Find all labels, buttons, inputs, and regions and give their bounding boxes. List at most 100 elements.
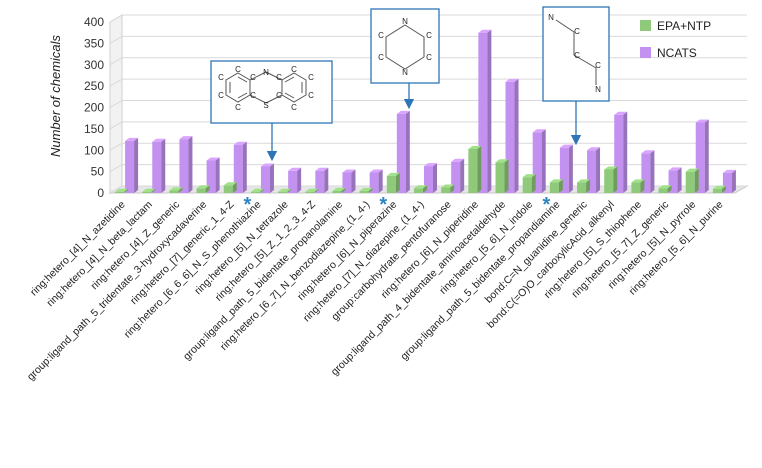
bar-epa-ntp-9-top xyxy=(359,187,373,191)
bar-ncats-14 xyxy=(505,78,519,193)
structure-inset-piperazine: N C C N C C xyxy=(370,8,440,110)
bar-epa-ntp-2-front xyxy=(169,190,179,193)
bar-epa-ntp-22-top xyxy=(712,185,726,189)
bar-epa-ntp-14 xyxy=(495,159,509,193)
bar-epa-ntp-15 xyxy=(522,174,536,193)
bar-epa-ntp-22-side xyxy=(721,185,726,193)
bar-epa-ntp-18-front xyxy=(604,169,614,193)
bar-epa-ntp-11-front xyxy=(414,188,423,193)
bar-epa-ntp-12-front xyxy=(441,187,451,193)
bar-epa-ntp-4-side xyxy=(232,182,237,193)
bar-ncats-3-front xyxy=(206,160,216,193)
atom: C xyxy=(250,91,256,100)
bar-epa-ntp-20-front xyxy=(658,188,668,193)
bar-epa-ntp-6 xyxy=(278,188,292,193)
bar-epa-ntp-21-top xyxy=(685,168,699,172)
bar-ncats-0-front xyxy=(125,140,135,193)
bar-epa-ntp-15-front xyxy=(522,177,532,193)
y-tick-label: 150 xyxy=(84,122,104,136)
bar-epa-ntp-1-side xyxy=(151,188,156,193)
bar-ncats-9-top xyxy=(369,169,383,173)
bar-ncats-4 xyxy=(233,141,247,193)
bar-ncats-16-front xyxy=(559,147,569,193)
y-tick-label: 400 xyxy=(84,15,104,29)
atom: C xyxy=(595,61,601,70)
bar-ncats-1 xyxy=(152,138,166,193)
bar-ncats-21 xyxy=(695,119,709,193)
bar-ncats-0-side xyxy=(134,137,139,193)
gridline xyxy=(109,78,747,87)
bar-ncats-20-front xyxy=(668,170,678,193)
bar-ncats-19-top xyxy=(641,150,655,154)
bar-ncats-9-front xyxy=(369,172,379,193)
bar-ncats-14-front xyxy=(505,81,515,193)
bar-epa-ntp-16-top xyxy=(549,179,563,183)
atom: C xyxy=(574,27,580,36)
bar-epa-ntp-22-front xyxy=(712,188,722,193)
atom: C xyxy=(378,31,384,40)
inset-bonds xyxy=(555,19,597,85)
atom: S xyxy=(263,101,268,110)
legend-swatch-ncats xyxy=(640,47,651,58)
bar-epa-ntp-11 xyxy=(414,185,427,193)
bar-ncats-7-front xyxy=(315,170,325,193)
atom: C xyxy=(308,91,314,100)
atom: C xyxy=(291,103,297,112)
gridline xyxy=(109,100,747,108)
bar-ncats-13-side xyxy=(487,29,492,193)
bar-ncats-8-side xyxy=(351,169,356,193)
atom: C xyxy=(426,53,432,62)
bar-ncats-16 xyxy=(559,144,573,193)
bar-epa-ntp-17-front xyxy=(577,182,587,193)
inset-bonds xyxy=(225,71,307,104)
bar-epa-ntp-13-side xyxy=(477,145,482,193)
bar-ncats-11 xyxy=(424,163,437,193)
legend-label-epa-ntp: EPA+NTP xyxy=(657,19,711,33)
atom: N xyxy=(402,17,408,26)
atom: N xyxy=(263,68,269,77)
atom: C xyxy=(426,31,432,40)
bar-epa-ntp-17 xyxy=(577,179,591,193)
atom: C xyxy=(276,73,282,82)
gridline xyxy=(109,35,747,44)
bar-epa-ntp-7-top xyxy=(305,188,319,192)
bar-ncats-6-top xyxy=(288,167,302,171)
bar-epa-ntp-16-side xyxy=(558,179,563,193)
bar-epa-ntp-9-side xyxy=(368,187,373,193)
bar-epa-ntp-6-top xyxy=(278,188,292,192)
bar-ncats-9 xyxy=(369,169,383,193)
bar-epa-ntp-22 xyxy=(712,185,726,193)
bar-epa-ntp-11-top xyxy=(414,185,427,189)
bar-ncats-7-side xyxy=(324,167,329,193)
bar-ncats-2 xyxy=(179,136,193,193)
bar-ncats-5-front xyxy=(260,166,270,193)
atom: C xyxy=(276,91,282,100)
bar-ncats-21-top xyxy=(695,119,709,123)
bar-epa-ntp-9 xyxy=(359,187,373,193)
bar-epa-ntp-10-top xyxy=(386,172,400,176)
bar-ncats-18-front xyxy=(614,114,624,193)
bar-ncats-15-side xyxy=(541,129,546,193)
y-tick-label: 300 xyxy=(84,58,104,72)
bar-ncats-0 xyxy=(125,137,139,193)
bar-ncats-12-front xyxy=(451,161,461,193)
chart-gridlines xyxy=(109,14,747,194)
bar-epa-ntp-11-side xyxy=(423,185,427,193)
bar-ncats-13 xyxy=(478,29,492,193)
bar-epa-ntp-16 xyxy=(549,179,563,193)
bar-epa-ntp-5-top xyxy=(250,188,264,192)
bar-ncats-8-top xyxy=(342,169,356,173)
bar-ncats-14-top xyxy=(505,78,519,82)
bar-epa-ntp-0-side xyxy=(124,188,129,193)
bar-ncats-22-front xyxy=(722,172,732,193)
bar-epa-ntp-18-top xyxy=(604,166,618,170)
x-axis-labels: ring:hetero_[4]_N_azetidinering:hetero_[… xyxy=(25,198,726,383)
y-tick-label: 200 xyxy=(84,101,104,115)
bar-epa-ntp-20-side xyxy=(667,185,672,193)
structure-inset-propandiamine: N C C C N xyxy=(542,6,610,146)
bar-ncats-11-top xyxy=(424,163,437,167)
bar-ncats-16-side xyxy=(568,144,573,193)
bar-ncats-4-top xyxy=(233,141,247,145)
bar-epa-ntp-19-top xyxy=(631,179,645,183)
